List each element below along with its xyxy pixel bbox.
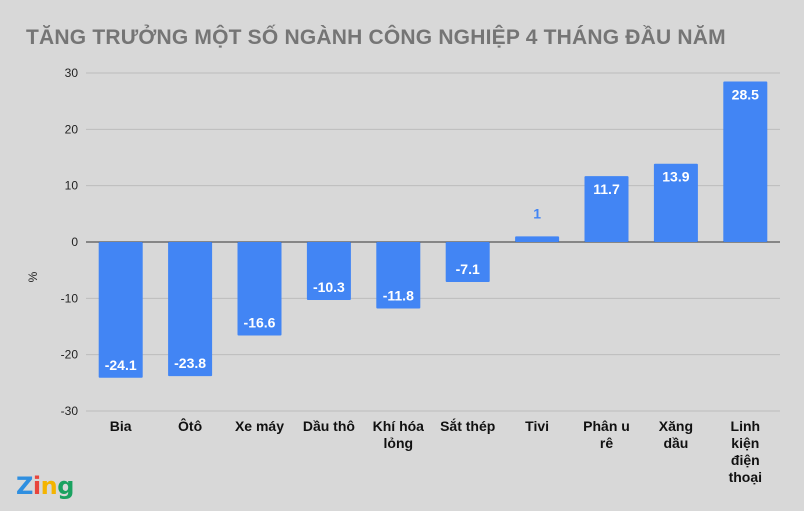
data-label: -24.1 <box>105 357 137 373</box>
y-tick-label: 30 <box>65 66 79 80</box>
y-tick-label: -20 <box>61 348 79 362</box>
bar <box>445 242 490 282</box>
y-axis-label: % <box>26 271 40 282</box>
x-category-line: kiện <box>731 435 759 451</box>
y-axis-ticks: 30 20 10 0 -10 -20 -30 <box>61 66 79 418</box>
x-category-label: Tivi <box>525 418 549 434</box>
x-category-label: Ôtô <box>178 417 202 434</box>
data-label: -11.8 <box>383 287 414 303</box>
data-label: -23.8 <box>174 355 206 371</box>
y-tick-label: 20 <box>65 122 79 136</box>
y-tick-label: -30 <box>61 404 79 418</box>
x-category-label: Phân u rê <box>583 418 630 451</box>
bar <box>306 242 351 301</box>
x-category-label: Bia <box>110 418 132 434</box>
bar <box>376 242 421 309</box>
data-label: -7.1 <box>456 261 480 277</box>
data-label: -10.3 <box>313 279 345 295</box>
x-category-label: Dầu thô <box>303 418 355 434</box>
bar <box>515 236 560 242</box>
x-category-line: Sắt thép <box>440 417 495 434</box>
data-label: 13.9 <box>662 169 689 185</box>
x-category-line: Linh <box>731 418 761 434</box>
data-label: 28.5 <box>732 86 759 102</box>
data-label: 11.7 <box>593 181 620 197</box>
x-category-label: Xăng dầu <box>659 418 693 451</box>
x-category-line: rê <box>600 435 613 451</box>
x-category-line: Bia <box>110 418 132 434</box>
x-category-line: Ôtô <box>178 417 202 434</box>
bar <box>723 81 768 242</box>
y-tick-label: -10 <box>61 291 79 305</box>
bar <box>653 163 698 242</box>
logo-letter: Z <box>16 472 33 500</box>
x-category-line: Khí hóa <box>373 418 425 434</box>
y-tick-label: 0 <box>71 235 78 249</box>
logo-letter: n <box>40 472 58 500</box>
x-category-line: lỏng <box>384 435 414 451</box>
x-category-line: điện <box>731 452 760 468</box>
x-category-line: Phân u <box>583 418 630 434</box>
data-label: 1 <box>533 205 541 221</box>
bar <box>168 242 213 377</box>
y-tick-label: 10 <box>65 179 79 193</box>
bars <box>98 81 768 378</box>
x-category-label: Khí hóa lỏng <box>373 418 425 451</box>
bar <box>237 242 282 336</box>
data-labels: -24.1 -23.8 -16.6 -10.3 -11.8 -7.1 1 11.7 13.9 28… <box>105 86 759 372</box>
data-label: -16.6 <box>244 315 276 331</box>
x-category-line: Dầu thô <box>303 418 355 434</box>
logo-letter: i <box>32 472 41 500</box>
bar <box>98 242 143 378</box>
x-category-line: dầu <box>663 435 688 451</box>
x-category-label: Linh kiện điện thoại <box>729 418 762 485</box>
bar <box>584 176 629 242</box>
x-category-label: Sắt thép <box>440 417 495 434</box>
x-category-line: Xe máy <box>235 418 284 434</box>
logo-letter: g <box>57 472 74 500</box>
x-category-line: Xăng <box>659 418 693 434</box>
x-category-line: Tivi <box>525 418 549 434</box>
chart-title: TĂNG TRƯỞNG MỘT SỐ NGÀNH CÔNG NGHIỆP 4 T… <box>26 26 726 49</box>
x-axis-categories: Bia Ôtô Xe máy Dầu thô Khí hóa lỏng Sắt thép Ti… <box>110 417 762 485</box>
x-category-label: Xe máy <box>235 418 284 434</box>
zing-logo: Zing <box>16 472 74 500</box>
x-category-line: thoại <box>729 469 762 485</box>
